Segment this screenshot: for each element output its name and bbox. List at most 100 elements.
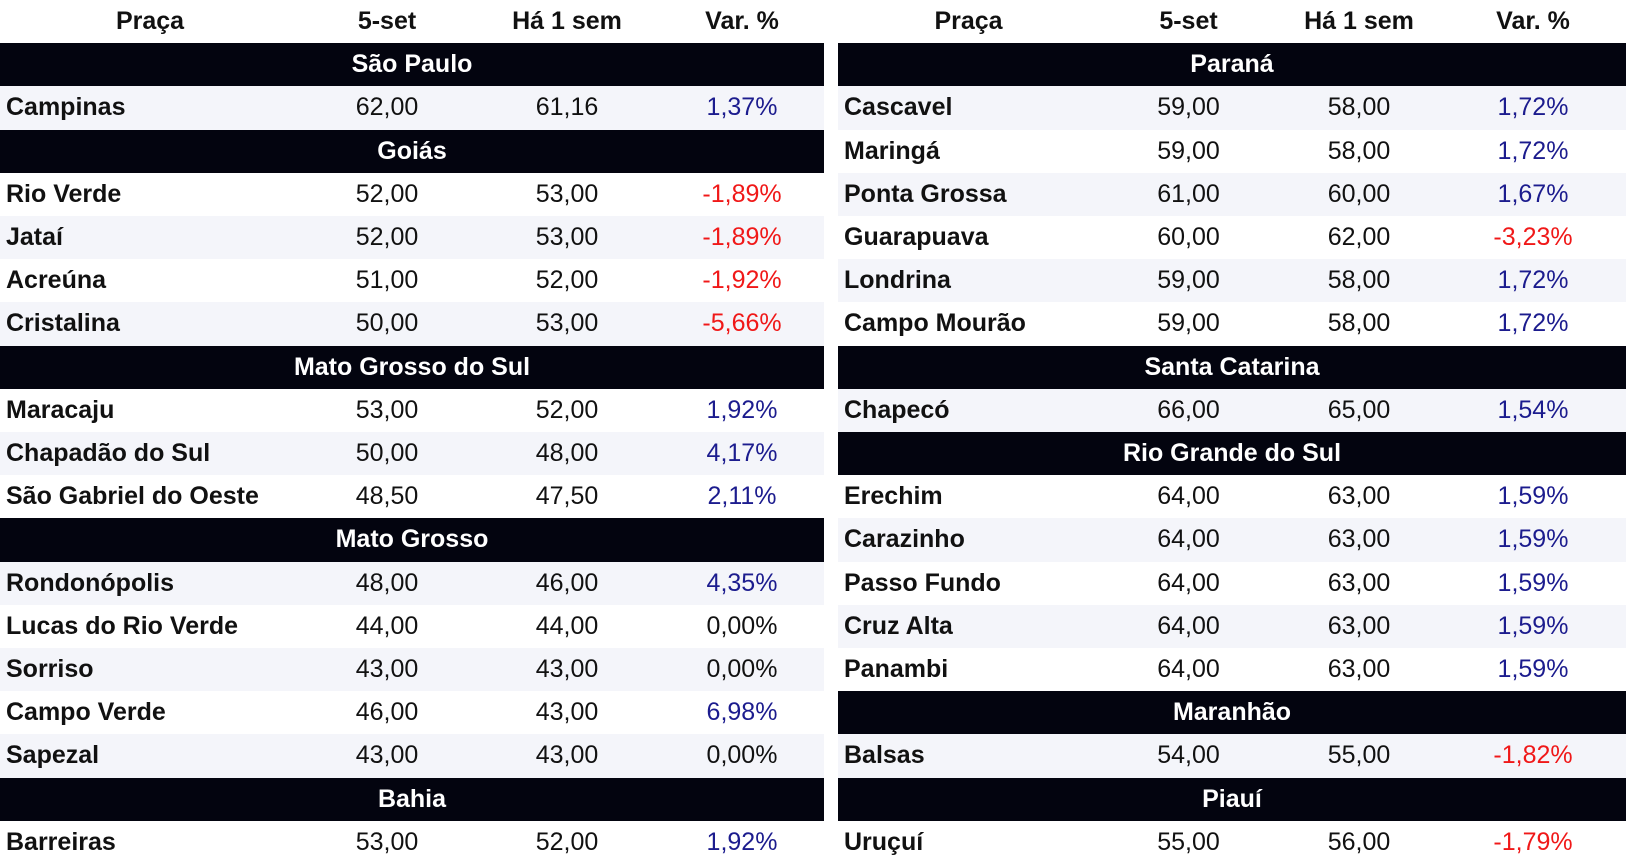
price-week-ago: 43,00 [474, 648, 660, 692]
variation: 1,72% [1440, 129, 1626, 173]
region-name: Bahia [0, 777, 824, 821]
variation: 0,00% [660, 604, 824, 649]
data-row: Campinas 62,00 61,16 1,37% [0, 86, 824, 130]
table-header: Praça 5-set Há 1 sem Var. % [838, 0, 1626, 44]
city: Acreúna [0, 259, 300, 303]
variation: 1,59% [1440, 648, 1626, 692]
price-week-ago: 44,00 [474, 604, 660, 649]
price-week-ago: 63,00 [1278, 561, 1440, 605]
variation: 0,00% [660, 734, 824, 778]
city: Panambi [838, 648, 1099, 692]
price-week-ago: 62,00 [1278, 216, 1440, 260]
data-row: Acreúna 51,00 52,00 -1,92% [0, 259, 824, 303]
region-row: Santa Catarina [838, 345, 1626, 389]
price-week-ago: 48,00 [474, 432, 660, 476]
city: São Gabriel do Oeste [0, 475, 300, 519]
data-row: Balsas 54,00 55,00 -1,82% [838, 734, 1626, 778]
variation: 0,00% [660, 648, 824, 692]
price-week-ago: 65,00 [1278, 388, 1440, 433]
header-row: Praça 5-set Há 1 sem Var. % [0, 0, 824, 44]
data-row: Guarapuava 60,00 62,00 -3,23% [838, 216, 1626, 260]
price-week-ago: 60,00 [1278, 172, 1440, 217]
price-current: 51,00 [300, 259, 474, 303]
column-header: Há 1 sem [474, 0, 660, 44]
price-week-ago: 58,00 [1278, 129, 1440, 173]
price-week-ago: 63,00 [1278, 648, 1440, 692]
price-current: 55,00 [1099, 820, 1278, 864]
price-table: Praça 5-set Há 1 sem Var. % Paraná Cascavel 59… [838, 0, 1626, 864]
variation: -1,79% [1440, 820, 1626, 864]
region-row: Rio Grande do Sul [838, 432, 1626, 476]
variation: 1,92% [660, 388, 824, 433]
variation: 1,72% [1440, 86, 1626, 130]
city: Carazinho [838, 518, 1099, 562]
column-header: Há 1 sem [1278, 0, 1440, 44]
price-current: 64,00 [1099, 604, 1278, 649]
city: Maracaju [0, 388, 300, 433]
region-name: Santa Catarina [838, 345, 1626, 389]
variation: 4,17% [660, 432, 824, 476]
region-row: São Paulo [0, 43, 824, 87]
price-week-ago: 46,00 [474, 561, 660, 605]
price-current: 64,00 [1099, 561, 1278, 605]
data-row: Chapecó 66,00 65,00 1,54% [838, 388, 1626, 433]
price-current: 64,00 [1099, 518, 1278, 562]
column-header: Var. % [1440, 0, 1626, 44]
city: Campo Verde [0, 691, 300, 735]
region-row: Mato Grosso do Sul [0, 345, 824, 389]
region-name: Maranhão [838, 691, 1626, 735]
region-row: Mato Grosso [0, 518, 824, 562]
price-current: 43,00 [300, 648, 474, 692]
price-week-ago: 47,50 [474, 475, 660, 519]
data-row: Panambi 64,00 63,00 1,59% [838, 648, 1626, 692]
variation: 1,59% [1440, 518, 1626, 562]
region-name: Paraná [838, 43, 1626, 87]
price-week-ago: 52,00 [474, 259, 660, 303]
data-row: Sapezal 43,00 43,00 0,00% [0, 734, 824, 778]
column-header: Praça [0, 0, 300, 44]
variation: 1,54% [1440, 388, 1626, 433]
price-current: 54,00 [1099, 734, 1278, 778]
region-name: Mato Grosso [0, 518, 824, 562]
price-current: 50,00 [300, 432, 474, 476]
column-header: Var. % [660, 0, 824, 44]
price-current: 53,00 [300, 820, 474, 864]
price-week-ago: 53,00 [474, 172, 660, 217]
city: Sorriso [0, 648, 300, 692]
city: Erechim [838, 475, 1099, 519]
data-row: Chapadão do Sul 50,00 48,00 4,17% [0, 432, 824, 476]
variation: 6,98% [660, 691, 824, 735]
data-row: São Gabriel do Oeste 48,50 47,50 2,11% [0, 475, 824, 519]
city: Guarapuava [838, 216, 1099, 260]
data-row: Jataí 52,00 53,00 -1,89% [0, 216, 824, 260]
region-name: São Paulo [0, 43, 824, 87]
price-week-ago: 53,00 [474, 302, 660, 346]
table-header: Praça 5-set Há 1 sem Var. % [0, 0, 824, 44]
variation: 1,37% [660, 86, 824, 130]
price-table: Praça 5-set Há 1 sem Var. % São Paulo Campina… [0, 0, 824, 864]
variation: 1,72% [1440, 302, 1626, 346]
data-row: Carazinho 64,00 63,00 1,59% [838, 518, 1626, 562]
data-row: Campo Verde 46,00 43,00 6,98% [0, 691, 824, 735]
price-week-ago: 52,00 [474, 820, 660, 864]
city: Cristalina [0, 302, 300, 346]
data-row: Uruçuí 55,00 56,00 -1,79% [838, 820, 1626, 864]
price-current: 59,00 [1099, 259, 1278, 303]
city: Barreiras [0, 820, 300, 864]
price-week-ago: 61,16 [474, 86, 660, 130]
city: Jataí [0, 216, 300, 260]
data-row: Erechim 64,00 63,00 1,59% [838, 475, 1626, 519]
variation: -3,23% [1440, 216, 1626, 260]
region-name: Goiás [0, 129, 824, 173]
price-current: 48,50 [300, 475, 474, 519]
price-week-ago: 53,00 [474, 216, 660, 260]
price-week-ago: 63,00 [1278, 518, 1440, 562]
city: Campo Mourão [838, 302, 1099, 346]
variation: -1,92% [660, 259, 824, 303]
data-row: Barreiras 53,00 52,00 1,92% [0, 820, 824, 864]
price-current: 44,00 [300, 604, 474, 649]
city: Maringá [838, 129, 1099, 173]
variation: 1,59% [1440, 475, 1626, 519]
price-current: 43,00 [300, 734, 474, 778]
variation: -1,89% [660, 172, 824, 217]
